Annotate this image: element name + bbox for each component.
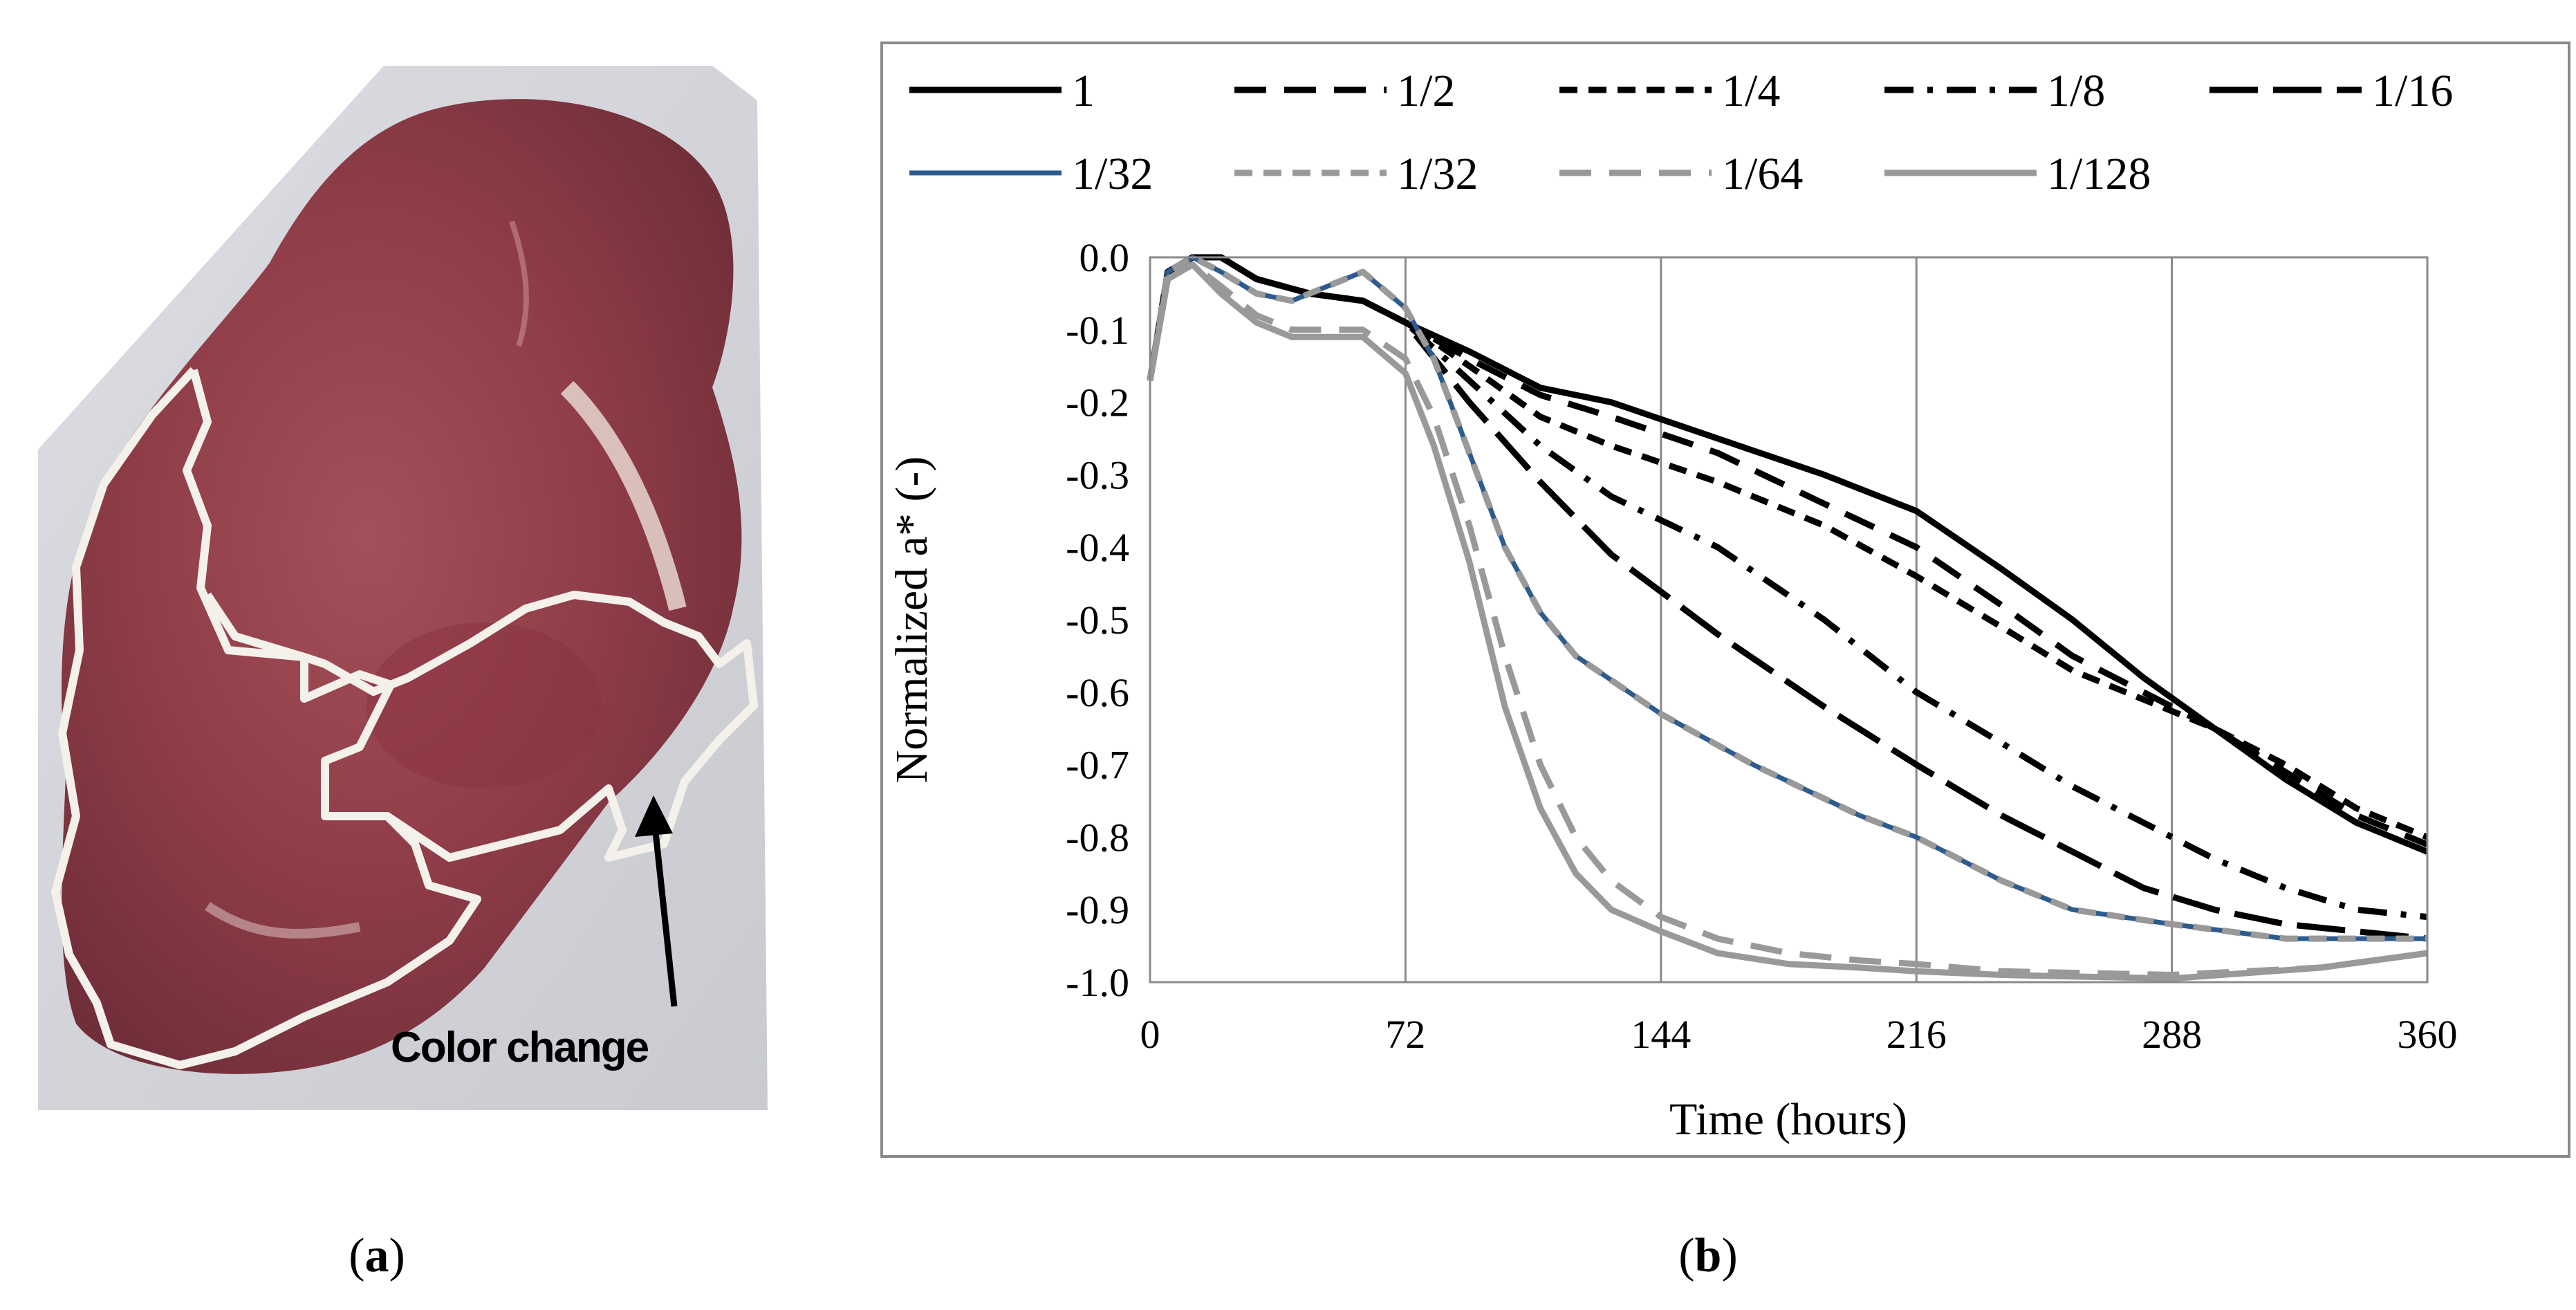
inner-muscle <box>367 622 602 788</box>
legend-label: 1/16 <box>2372 66 2453 116</box>
color-change-outline <box>51 367 758 1069</box>
legend-label: 1/2 <box>1397 66 1455 116</box>
marbling <box>509 220 529 347</box>
meat-photo: Color change (a) <box>38 66 768 1282</box>
fat-streak <box>205 902 361 939</box>
y-tick-label: -0.1 <box>1066 308 1129 353</box>
chart: 1 1/2 1/4 1/8 1/16 1/32 1/32 1/64 1/128 0 72 144 21… <box>880 41 2570 1282</box>
legend-label: 1/8 <box>2047 66 2105 116</box>
y-tick-label: -0.9 <box>1066 887 1129 932</box>
legend-label: 1/32 <box>1072 149 1153 199</box>
x-tick-label: 360 <box>2398 1012 2458 1057</box>
panel-b: 1 1/2 1/4 1/8 1/16 1/32 1/32 1/64 1/128 0 72 144 21… <box>858 0 2576 1310</box>
panel-a: Color change (a) <box>0 0 858 1310</box>
y-tick-label: 0.0 <box>1079 235 1130 280</box>
series-line-3 <box>1147 254 2429 840</box>
y-tick-label: -0.7 <box>1066 743 1129 788</box>
legend-label: 1/64 <box>1722 149 1803 199</box>
annotation-color-change: Color change <box>391 1024 649 1071</box>
chart-frame <box>880 41 2570 1158</box>
arrow-shaft <box>650 812 678 1007</box>
arrow-head-icon <box>635 795 673 837</box>
x-tick-label: 0 <box>1140 1012 1160 1057</box>
x-tick-label: 72 <box>1385 1012 1425 1057</box>
meat <box>61 99 742 1074</box>
series-line-7 <box>1147 254 2427 942</box>
caption-b: (b) <box>1678 1229 1738 1282</box>
series-line-5 <box>1147 254 2428 942</box>
y-tick-label: -0.3 <box>1066 452 1129 497</box>
series-line-9 <box>1147 261 2428 982</box>
y-axis-title: Normalized a* (-) <box>887 456 937 784</box>
x-axis-title: Time (hours) <box>1669 1094 1907 1145</box>
legend-label: 1/32 <box>1397 149 1478 199</box>
legend-label: 1/128 <box>2047 149 2151 199</box>
x-tick-label: 144 <box>1631 1012 1691 1057</box>
plot-area-border <box>1149 256 2429 984</box>
x-tick-label: 288 <box>2142 1012 2202 1057</box>
fat-streak <box>560 380 687 611</box>
series-line-8 <box>1147 261 2428 978</box>
series-line-4 <box>1147 254 2428 921</box>
y-tick-label: -0.8 <box>1066 815 1129 860</box>
x-axis-ticks: 0 72 144 216 288 360 <box>1140 1012 2458 1057</box>
y-tick-label: -1.0 <box>1066 960 1129 1005</box>
y-axis-ticks: 0.0 -0.1 -0.2 -0.3 -0.4 -0.5 -0.6 -0.7 -0.8 -0.9 -… <box>1066 235 1129 1005</box>
y-tick-label: -0.6 <box>1066 670 1129 715</box>
legend-label: 1/4 <box>1722 66 1780 116</box>
legend: 1 1/2 1/4 1/8 1/16 1/32 1/32 1/64 1/128 <box>909 66 2453 199</box>
y-tick-label: -0.5 <box>1066 598 1129 643</box>
y-tick-label: -0.2 <box>1066 380 1129 425</box>
legend-label: 1 <box>1072 66 1095 116</box>
x-tick-label: 216 <box>1887 1012 1947 1057</box>
caption-a: (a) <box>349 1229 405 1282</box>
series-layer <box>1147 254 2429 982</box>
y-tick-label: -0.4 <box>1066 525 1129 570</box>
